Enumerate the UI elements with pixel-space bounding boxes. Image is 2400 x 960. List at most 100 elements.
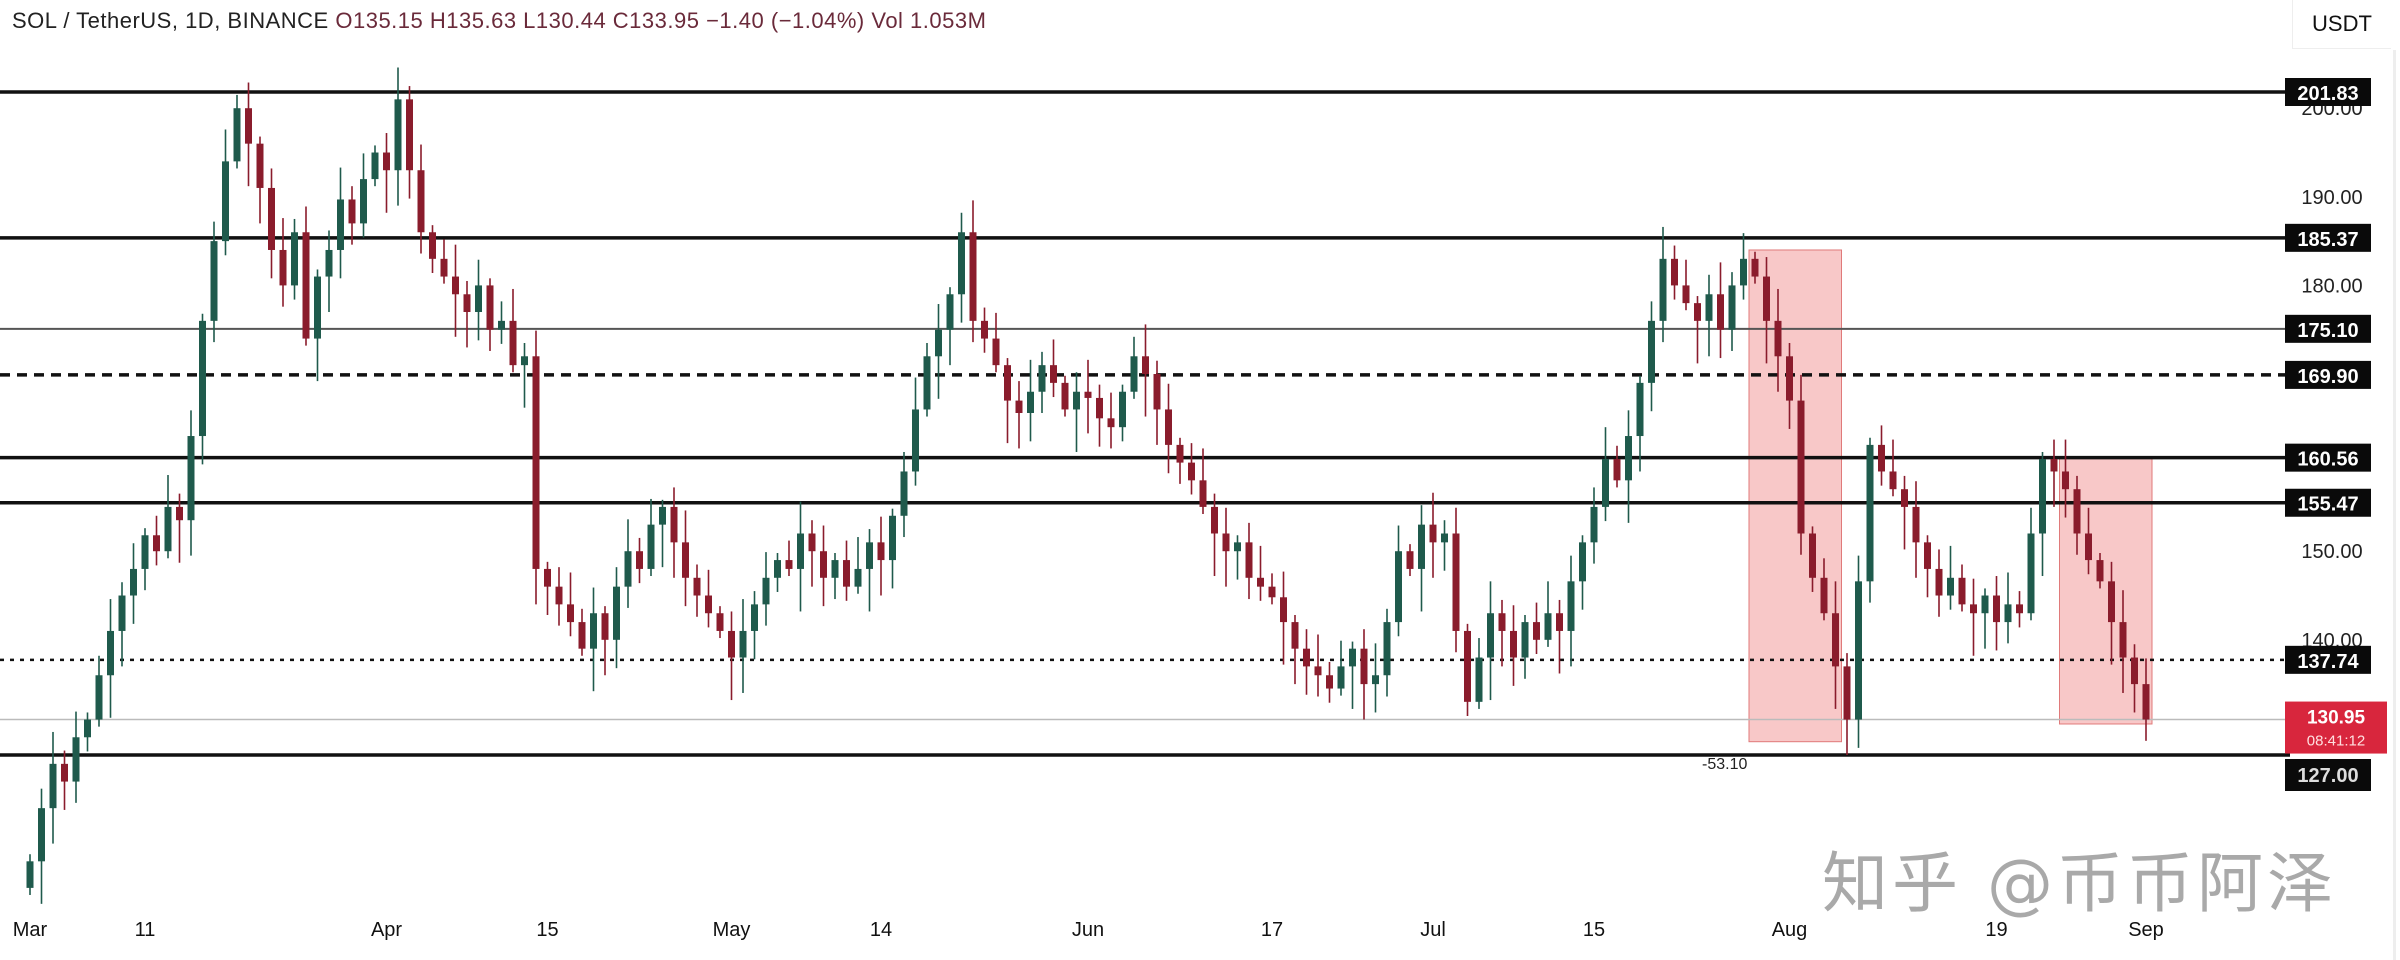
candle-body xyxy=(578,622,586,649)
currency-unit[interactable]: USDT xyxy=(2292,0,2391,49)
low-price-label: 127.00 xyxy=(2297,765,2358,787)
candle-body xyxy=(889,515,896,561)
candle-body xyxy=(1349,648,1356,667)
candle-body xyxy=(1728,285,1736,330)
time-tick-label: Aug xyxy=(1772,919,1808,941)
candle-body xyxy=(49,763,57,809)
candle-body xyxy=(670,506,678,543)
candle-body xyxy=(1314,666,1322,676)
candle-body xyxy=(866,542,873,569)
candle-body xyxy=(1567,581,1575,631)
candle-body xyxy=(2131,657,2138,685)
candle-body xyxy=(1901,489,1908,507)
candle-body xyxy=(348,199,356,224)
candle-body xyxy=(38,808,45,862)
candle-body xyxy=(969,232,977,321)
candle-body xyxy=(636,551,643,569)
candle-body xyxy=(440,258,448,277)
candle-body xyxy=(1636,382,1644,437)
candle-body xyxy=(1671,258,1678,286)
time-tick-label: 14 xyxy=(870,919,892,941)
candle-body xyxy=(2119,622,2127,658)
candle-body xyxy=(1832,613,1839,667)
candle-body xyxy=(1027,391,1034,413)
candle-body xyxy=(567,604,574,623)
candle-body xyxy=(417,170,425,233)
highlight-zone xyxy=(1748,249,1842,743)
candle-body xyxy=(1487,613,1494,658)
candle-body xyxy=(946,294,954,330)
candle-body xyxy=(1947,577,1954,596)
candle-body xyxy=(1878,444,1885,472)
candle-body xyxy=(176,506,183,521)
candle-body xyxy=(1176,444,1184,463)
candle-body xyxy=(463,294,471,312)
current-price-label: 130.95 xyxy=(2307,708,2366,729)
candle-body xyxy=(118,595,126,631)
level-label-box xyxy=(2285,314,2371,343)
candle-body xyxy=(291,232,298,286)
candle-body xyxy=(1107,418,1115,428)
candle-body xyxy=(774,560,781,578)
candle-body xyxy=(601,613,609,640)
candle-body xyxy=(1648,320,1655,383)
candle-body xyxy=(1153,374,1161,410)
candle-body xyxy=(1360,648,1368,685)
candle-body xyxy=(2085,533,2092,561)
candle-body xyxy=(544,568,551,587)
symbol-label: SOL / TetherUS, 1D, BINANCE xyxy=(12,8,329,33)
time-tick-label: May xyxy=(713,919,751,941)
candle-body xyxy=(762,577,770,605)
candle-body xyxy=(256,143,264,188)
candle-body xyxy=(452,276,459,295)
candle-body xyxy=(164,506,172,552)
candle-body xyxy=(1613,459,1621,481)
candle-body xyxy=(1188,462,1195,481)
candle-body xyxy=(1165,409,1172,445)
candle-body xyxy=(268,187,275,250)
candle-body xyxy=(1924,542,1931,569)
candle-body xyxy=(2108,581,2115,623)
candle-body xyxy=(923,356,931,410)
level-label: 185.37 xyxy=(2297,229,2358,251)
candle-body xyxy=(1418,524,1425,569)
candle-body xyxy=(1395,551,1402,623)
candle-body xyxy=(1222,533,1230,552)
candle-body xyxy=(1119,391,1126,428)
candle-body xyxy=(1763,276,1770,321)
candle-body xyxy=(302,232,310,339)
candle-body xyxy=(647,524,655,569)
candle-body xyxy=(1291,622,1299,649)
level-label: 201.83 xyxy=(2297,83,2358,105)
candle-body xyxy=(1130,356,1138,392)
candle-body xyxy=(1556,613,1563,631)
candle-body xyxy=(383,152,390,171)
candle-body xyxy=(2016,604,2023,614)
candle-body xyxy=(210,241,218,321)
candle-body xyxy=(1441,533,1448,543)
candle-body xyxy=(981,320,988,339)
level-label: 160.56 xyxy=(2297,449,2358,471)
price-tick-label: 180.00 xyxy=(2301,275,2362,297)
candle-body xyxy=(1625,436,1632,481)
candle-body xyxy=(279,249,287,286)
candle-body xyxy=(2050,459,2058,472)
candle-body xyxy=(314,276,321,339)
candle-body xyxy=(141,535,149,569)
candle-body xyxy=(958,232,965,295)
candle-body xyxy=(831,560,839,578)
candle-body xyxy=(1061,382,1069,410)
candle-body xyxy=(1590,506,1598,543)
candle-body xyxy=(843,560,850,587)
candle-body xyxy=(2004,604,2012,623)
candle-body xyxy=(1809,533,1816,578)
candle-body xyxy=(555,586,563,605)
candle-body xyxy=(222,161,229,242)
candle-body xyxy=(1912,506,1920,543)
candle-body xyxy=(797,533,804,569)
candle-body xyxy=(1084,391,1092,398)
candle-body xyxy=(624,551,632,587)
candle-body xyxy=(1694,303,1701,321)
candle-body xyxy=(199,320,206,437)
